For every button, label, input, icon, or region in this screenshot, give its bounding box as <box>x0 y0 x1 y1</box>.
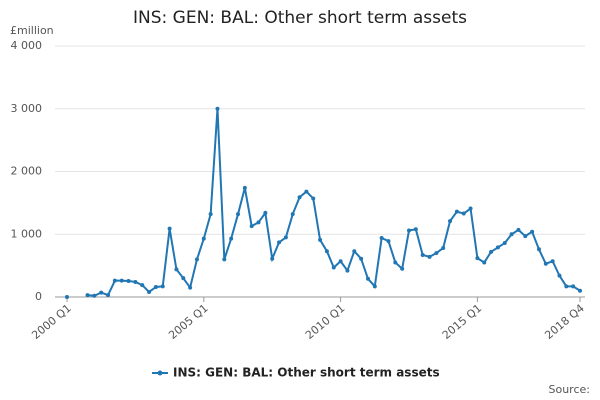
data-point <box>482 260 487 265</box>
data-point <box>160 284 165 289</box>
data-point <box>468 206 473 211</box>
data-point <box>201 236 206 241</box>
data-point <box>461 211 466 216</box>
data-point <box>441 246 446 251</box>
data-point <box>516 227 521 232</box>
data-point <box>324 249 329 254</box>
data-point <box>181 276 186 281</box>
chart-title: INS: GEN: BAL: Other short term assets <box>133 8 467 28</box>
data-point <box>242 185 247 190</box>
data-point <box>106 293 111 298</box>
data-point <box>222 257 227 262</box>
data-point <box>448 219 453 224</box>
data-point <box>407 228 411 233</box>
x-tick-label: 2010 Q1 <box>303 302 347 342</box>
x-tick-label: 2005 Q1 <box>166 302 210 342</box>
data-point <box>489 249 494 254</box>
data-point <box>454 209 459 214</box>
data-point <box>550 259 555 264</box>
data-point <box>331 265 336 270</box>
source: Source: <box>549 383 591 396</box>
data-point <box>188 285 193 290</box>
data-point <box>304 189 309 194</box>
data-point <box>345 268 350 273</box>
data-point <box>147 289 152 294</box>
data-point <box>564 284 569 289</box>
data-point <box>283 235 288 240</box>
data-point <box>543 261 548 266</box>
data-point <box>256 220 261 225</box>
data-point <box>153 284 158 289</box>
data-point <box>386 239 391 244</box>
data-point <box>263 210 268 215</box>
data-point <box>92 293 97 298</box>
data-point <box>85 293 90 298</box>
data-point <box>215 106 220 111</box>
y-tick-label: 4 000 <box>11 39 43 52</box>
x-tick-label: 2015 Q1 <box>440 302 484 342</box>
data-point <box>167 226 172 231</box>
x-tick-label: 2018 Q4 <box>542 302 586 342</box>
data-point <box>311 196 316 201</box>
data-point <box>352 249 357 254</box>
legend-label: INS: GEN: BAL: Other short term assets <box>173 366 440 380</box>
data-point <box>126 278 131 283</box>
data-point <box>112 278 117 283</box>
data-point <box>427 254 432 259</box>
y-tick-label: 0 <box>35 290 42 303</box>
data-point <box>229 236 234 241</box>
y-axis-label: £million <box>10 24 54 37</box>
data-point <box>249 224 254 229</box>
data-point <box>270 256 275 261</box>
data-point <box>379 236 384 241</box>
data-point <box>318 237 323 242</box>
data-point <box>99 290 104 295</box>
data-point <box>140 283 145 288</box>
data-point <box>536 247 541 252</box>
data-point <box>413 227 418 232</box>
data-point <box>65 295 69 299</box>
y-tick-label: 2 000 <box>11 165 43 178</box>
data-point <box>372 284 377 289</box>
x-tick-label: 2000 Q1 <box>29 302 73 342</box>
data-point <box>277 240 282 245</box>
data-point <box>208 212 213 217</box>
data-point <box>338 259 343 264</box>
data-point <box>509 232 514 237</box>
data-point <box>297 195 302 200</box>
data-point <box>290 212 295 217</box>
data-point <box>578 288 582 293</box>
data-point <box>475 256 480 261</box>
data-point <box>359 256 364 261</box>
data-point <box>495 245 500 250</box>
data-point <box>236 212 240 217</box>
data-point <box>420 252 425 257</box>
data-point <box>530 229 535 234</box>
data-point <box>393 260 398 265</box>
data-point <box>502 241 507 246</box>
data-point <box>133 279 138 284</box>
data-point <box>194 257 199 262</box>
data-point <box>365 276 370 281</box>
legend-marker <box>157 370 163 376</box>
data-point <box>174 267 179 272</box>
data-point <box>400 266 405 271</box>
data-point <box>434 251 439 256</box>
data-point <box>523 234 528 239</box>
y-tick-label: 1 000 <box>11 227 43 240</box>
y-tick-label: 3 000 <box>11 102 43 115</box>
data-point <box>119 278 124 283</box>
data-point <box>557 273 562 278</box>
data-point <box>571 284 576 289</box>
